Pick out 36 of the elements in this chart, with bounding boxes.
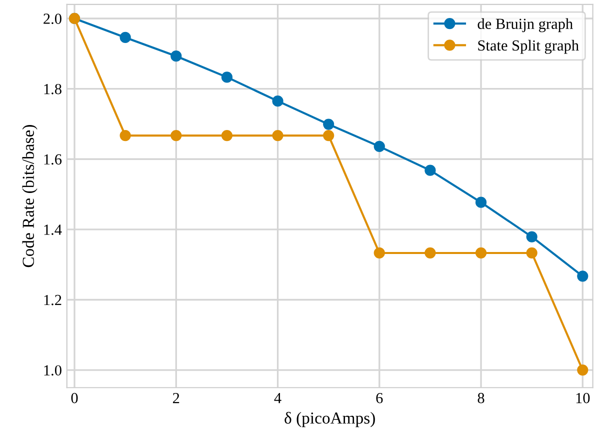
- point: [272, 130, 284, 142]
- point: [120, 32, 131, 44]
- legend-label: State Split graph: [478, 40, 579, 54]
- point: [323, 130, 334, 142]
- y-tick-label: 1.6: [44, 154, 62, 165]
- point: [272, 96, 284, 107]
- point: [424, 247, 436, 259]
- y-tick-label: 1.8: [44, 84, 62, 94]
- x-tick-label: 2: [172, 392, 180, 404]
- point: [577, 270, 588, 282]
- point: [323, 118, 334, 130]
- point: [221, 130, 232, 142]
- y-tick-label: 2.0: [44, 14, 62, 24]
- point: [475, 247, 487, 259]
- point: [577, 364, 588, 376]
- y-tick-label: 1.2: [44, 294, 62, 306]
- x-tick-label: 0: [71, 392, 78, 404]
- y-axis-title: Code Rate (bits/base): [22, 125, 38, 268]
- point: [475, 196, 487, 208]
- x-tick-label: 4: [274, 393, 282, 404]
- x-tick-label: 6: [376, 392, 383, 404]
- y-tick-label: 1.4: [44, 224, 62, 235]
- point: [374, 140, 385, 152]
- point: [170, 50, 182, 62]
- point: [424, 164, 436, 176]
- point: [526, 231, 538, 242]
- x-tick-label: 8: [478, 392, 484, 404]
- point: [221, 72, 232, 83]
- x-axis-title: δ (picoAmps): [284, 412, 375, 428]
- point: [526, 247, 538, 259]
- legend-label: de Bruijn graph: [478, 18, 573, 32]
- point: [120, 130, 131, 142]
- point: [374, 247, 385, 259]
- y-tick-label: 1.0: [44, 365, 62, 376]
- point: [170, 130, 182, 142]
- x-tick-label: 10: [576, 392, 590, 404]
